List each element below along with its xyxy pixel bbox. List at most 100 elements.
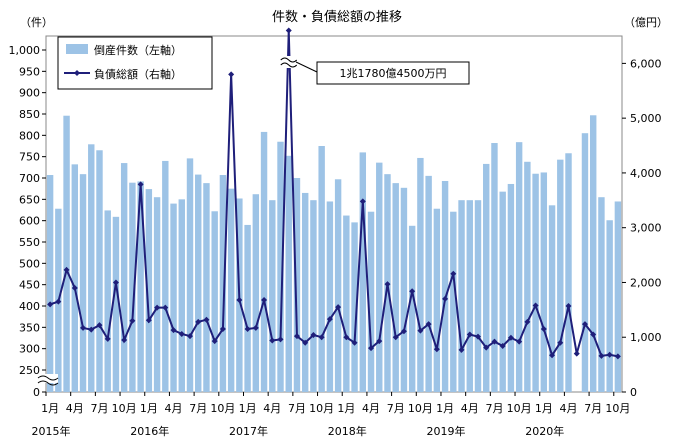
line-point bbox=[557, 339, 564, 346]
y-right-tick-label: 1,000 bbox=[630, 331, 662, 344]
y-right-unit-label: （億円） bbox=[624, 16, 668, 29]
line-point bbox=[310, 332, 317, 339]
bar bbox=[129, 182, 136, 392]
annotation-text: 1兆1780億4500万円 bbox=[340, 67, 447, 80]
bar bbox=[79, 174, 87, 392]
y-left-tick-label: 500 bbox=[19, 257, 40, 270]
bar bbox=[565, 153, 572, 392]
year-label: 2017年 bbox=[229, 424, 268, 438]
line-point bbox=[499, 342, 506, 349]
bar bbox=[145, 189, 153, 392]
x-tick-label: 1月 bbox=[239, 402, 257, 415]
line-point bbox=[540, 326, 547, 333]
bar bbox=[301, 192, 309, 392]
legend-bar-swatch bbox=[66, 44, 88, 54]
bar bbox=[112, 216, 120, 392]
bar bbox=[293, 178, 301, 392]
line-point bbox=[318, 334, 325, 341]
line-point bbox=[326, 316, 333, 323]
year-label: 2018年 bbox=[328, 424, 367, 438]
x-tick-label: 10月 bbox=[309, 402, 334, 415]
x-tick-label: 10月 bbox=[408, 402, 433, 415]
x-tick-label: 4月 bbox=[66, 402, 84, 415]
x-tick-label: 1月 bbox=[337, 402, 355, 415]
x-tick-label: 1月 bbox=[535, 402, 553, 415]
bar bbox=[153, 197, 161, 392]
legend-line-label: 負債総額（右軸） bbox=[94, 67, 182, 81]
bar bbox=[367, 211, 375, 392]
x-tick-label: 4月 bbox=[165, 402, 183, 415]
y-left-tick-label: 850 bbox=[19, 108, 40, 121]
bar bbox=[557, 159, 564, 392]
line-point bbox=[121, 336, 128, 343]
line-point bbox=[228, 71, 235, 78]
left-axis-break bbox=[36, 374, 59, 386]
bar bbox=[359, 152, 367, 392]
bar bbox=[614, 201, 622, 392]
plot-area bbox=[45, 27, 623, 393]
line-point bbox=[343, 334, 350, 341]
line-point bbox=[392, 334, 399, 341]
y-left-tick-label: 1,000 bbox=[9, 44, 41, 57]
line-break-wave bbox=[280, 57, 298, 63]
x-tick-label: 10月 bbox=[605, 402, 630, 415]
bar bbox=[466, 200, 473, 392]
x-tick-label: 4月 bbox=[461, 402, 479, 415]
bar bbox=[507, 183, 515, 392]
axis-break-wave bbox=[37, 375, 59, 381]
annotation-box bbox=[316, 61, 470, 85]
y-right-tick-label: 5,000 bbox=[630, 112, 662, 125]
year-label: 2016年 bbox=[130, 424, 169, 438]
line-point bbox=[368, 345, 375, 352]
x-tick-label: 7月 bbox=[584, 402, 602, 415]
bar bbox=[269, 200, 276, 392]
line-point bbox=[384, 281, 391, 288]
line-point bbox=[88, 326, 95, 333]
y-left-tick-label: 800 bbox=[19, 129, 40, 142]
bar bbox=[458, 200, 465, 392]
line-point bbox=[400, 328, 407, 335]
line-point bbox=[252, 324, 259, 331]
line-point bbox=[606, 351, 613, 358]
line-point bbox=[335, 304, 342, 311]
bar bbox=[515, 142, 523, 392]
bar bbox=[63, 115, 70, 392]
x-tick-label: 7月 bbox=[90, 402, 108, 415]
line-point bbox=[71, 284, 78, 291]
line-point bbox=[203, 316, 210, 323]
line-point bbox=[442, 295, 449, 302]
line-point bbox=[244, 326, 251, 333]
line-point bbox=[425, 321, 432, 328]
x-tick-label: 7月 bbox=[387, 402, 405, 415]
bar bbox=[186, 158, 194, 392]
x-tick-label: 10月 bbox=[210, 402, 235, 415]
line-point bbox=[277, 336, 284, 343]
bar bbox=[318, 146, 325, 392]
legend-line-marker bbox=[74, 70, 80, 76]
bar bbox=[88, 144, 95, 392]
bar bbox=[178, 199, 185, 392]
line-point bbox=[351, 339, 358, 346]
bar bbox=[120, 163, 128, 392]
bar bbox=[252, 194, 260, 392]
bar bbox=[170, 203, 177, 392]
line-point bbox=[261, 296, 268, 303]
y-left-tick-label: 450 bbox=[19, 279, 40, 292]
bar bbox=[195, 174, 202, 392]
line-point bbox=[178, 330, 185, 337]
bar bbox=[326, 201, 334, 392]
bar bbox=[581, 133, 589, 392]
bar bbox=[441, 180, 449, 392]
line-point bbox=[187, 333, 193, 340]
line-point bbox=[565, 303, 572, 310]
y-left-tick-label: 900 bbox=[19, 87, 40, 100]
y-left-tick-label: 950 bbox=[19, 65, 40, 78]
line-point bbox=[573, 350, 580, 357]
y-right-tick-label: 4,000 bbox=[630, 167, 662, 180]
line-point bbox=[516, 338, 523, 345]
line-point bbox=[80, 324, 87, 331]
line-point bbox=[614, 353, 621, 360]
line-point bbox=[598, 352, 605, 359]
x-tick-label: 7月 bbox=[189, 402, 207, 415]
line-point bbox=[96, 322, 103, 329]
